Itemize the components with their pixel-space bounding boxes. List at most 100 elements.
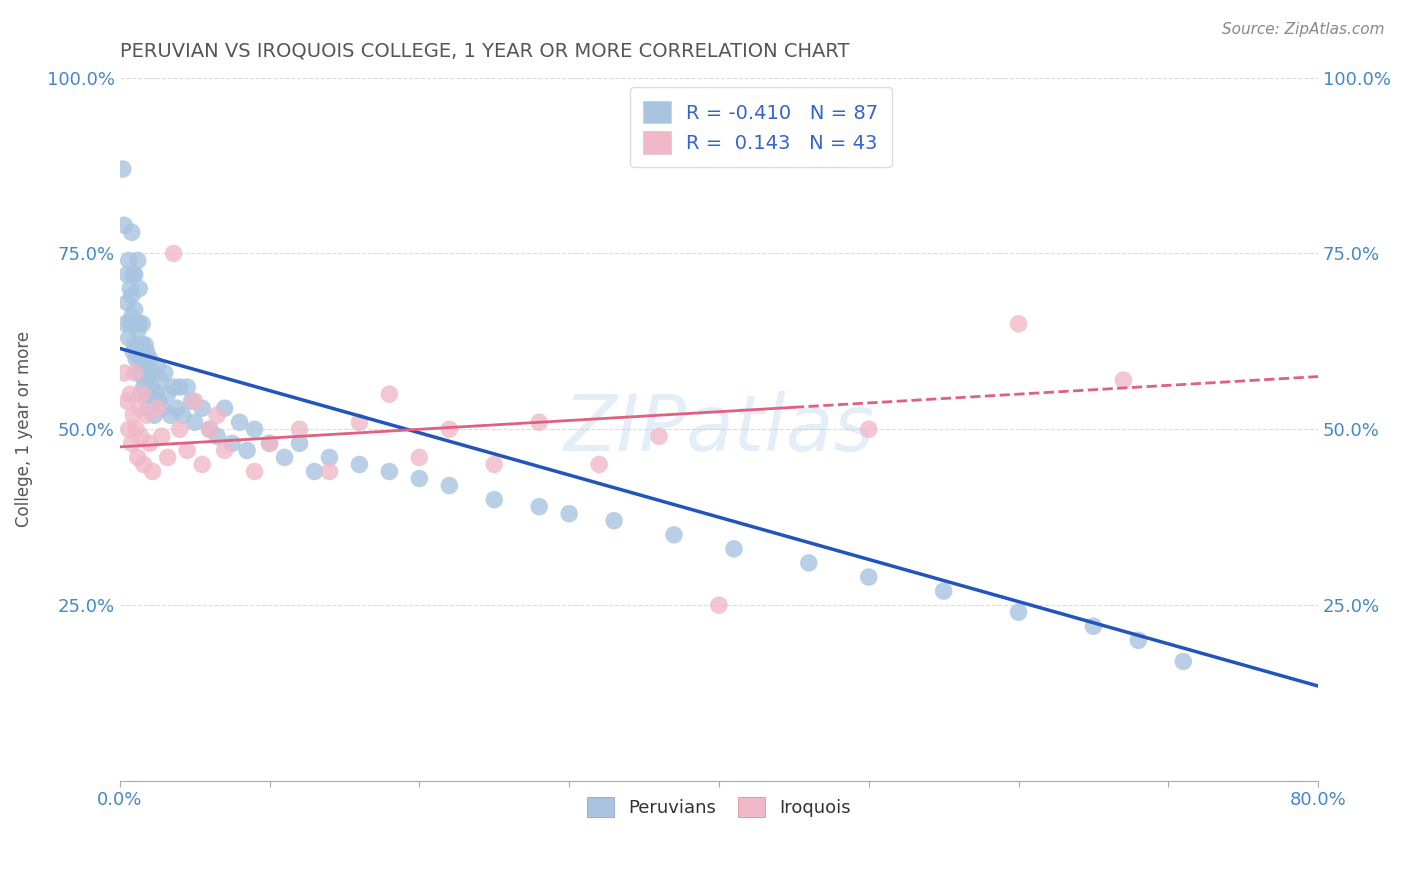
Point: [125, 351, 148, 366]
Point: [115, 268, 138, 282]
Point: [723, 541, 745, 556]
Text: ZIPatlas: ZIPatlas: [564, 392, 875, 467]
Point: [1128, 633, 1150, 648]
Text: Source: ZipAtlas.com: Source: ZipAtlas.com: [1222, 22, 1385, 37]
Point: [129, 387, 152, 401]
Point: [129, 351, 152, 366]
Point: [304, 465, 326, 479]
Point: [318, 450, 340, 465]
Point: [150, 429, 173, 443]
Point: [318, 465, 340, 479]
Point: [228, 415, 250, 429]
Point: [120, 282, 142, 296]
Point: [191, 401, 214, 416]
Point: [120, 387, 142, 401]
Point: [858, 422, 880, 436]
Point: [858, 570, 880, 584]
Point: [205, 409, 228, 423]
Point: [198, 422, 221, 436]
Point: [1112, 373, 1135, 387]
Point: [146, 359, 169, 373]
Point: [163, 380, 186, 394]
Point: [259, 436, 281, 450]
Point: [135, 345, 157, 359]
Point: [111, 162, 134, 177]
Point: [183, 394, 205, 409]
Point: [143, 409, 166, 423]
Point: [121, 310, 143, 324]
Point: [1007, 317, 1029, 331]
Point: [156, 387, 179, 401]
Point: [648, 429, 671, 443]
Point: [148, 394, 170, 409]
Point: [138, 351, 160, 366]
Point: [603, 514, 626, 528]
Point: [134, 338, 156, 352]
Point: [138, 436, 160, 450]
Point: [273, 450, 295, 465]
Point: [349, 458, 371, 472]
Point: [114, 317, 136, 331]
Text: PERUVIAN VS IROQUOIS COLLEGE, 1 YEAR OR MORE CORRELATION CHART: PERUVIAN VS IROQUOIS COLLEGE, 1 YEAR OR …: [120, 42, 849, 61]
Point: [214, 443, 236, 458]
Point: [1173, 654, 1195, 668]
Point: [124, 302, 146, 317]
Point: [378, 465, 401, 479]
Point: [128, 317, 150, 331]
Point: [121, 225, 143, 239]
Point: [180, 394, 202, 409]
Point: [183, 415, 205, 429]
Point: [127, 324, 149, 338]
Point: [558, 507, 581, 521]
Point: [138, 387, 160, 401]
Point: [115, 295, 138, 310]
Point: [146, 401, 169, 416]
Point: [122, 409, 145, 423]
Point: [115, 394, 138, 409]
Point: [707, 598, 730, 612]
Legend: Peruvians, Iroquois: Peruvians, Iroquois: [579, 789, 858, 825]
Point: [135, 409, 157, 423]
Point: [169, 422, 191, 436]
Point: [378, 387, 401, 401]
Point: [484, 458, 506, 472]
Point: [527, 500, 550, 514]
Point: [125, 317, 148, 331]
Point: [288, 436, 311, 450]
Point: [127, 450, 149, 465]
Point: [439, 478, 461, 492]
Point: [118, 422, 141, 436]
Point: [112, 366, 135, 380]
Point: [214, 401, 236, 416]
Point: [122, 268, 145, 282]
Point: [136, 366, 159, 380]
Point: [121, 288, 143, 302]
Point: [128, 401, 150, 416]
Point: [128, 366, 150, 380]
Point: [176, 380, 198, 394]
Point: [198, 422, 221, 436]
Point: [112, 219, 135, 233]
Point: [124, 338, 146, 352]
Point: [159, 409, 181, 423]
Point: [176, 443, 198, 458]
Point: [243, 465, 266, 479]
Point: [408, 471, 430, 485]
Point: [142, 465, 165, 479]
Point: [121, 436, 143, 450]
Point: [439, 422, 461, 436]
Point: [124, 268, 146, 282]
Point: [124, 366, 146, 380]
Point: [221, 436, 243, 450]
Point: [163, 246, 186, 260]
Point: [236, 443, 259, 458]
Point: [132, 380, 155, 394]
Point: [128, 282, 150, 296]
Point: [243, 422, 266, 436]
Point: [149, 373, 172, 387]
Point: [169, 380, 191, 394]
Point: [527, 415, 550, 429]
Point: [142, 366, 165, 380]
Point: [484, 492, 506, 507]
Point: [662, 528, 685, 542]
